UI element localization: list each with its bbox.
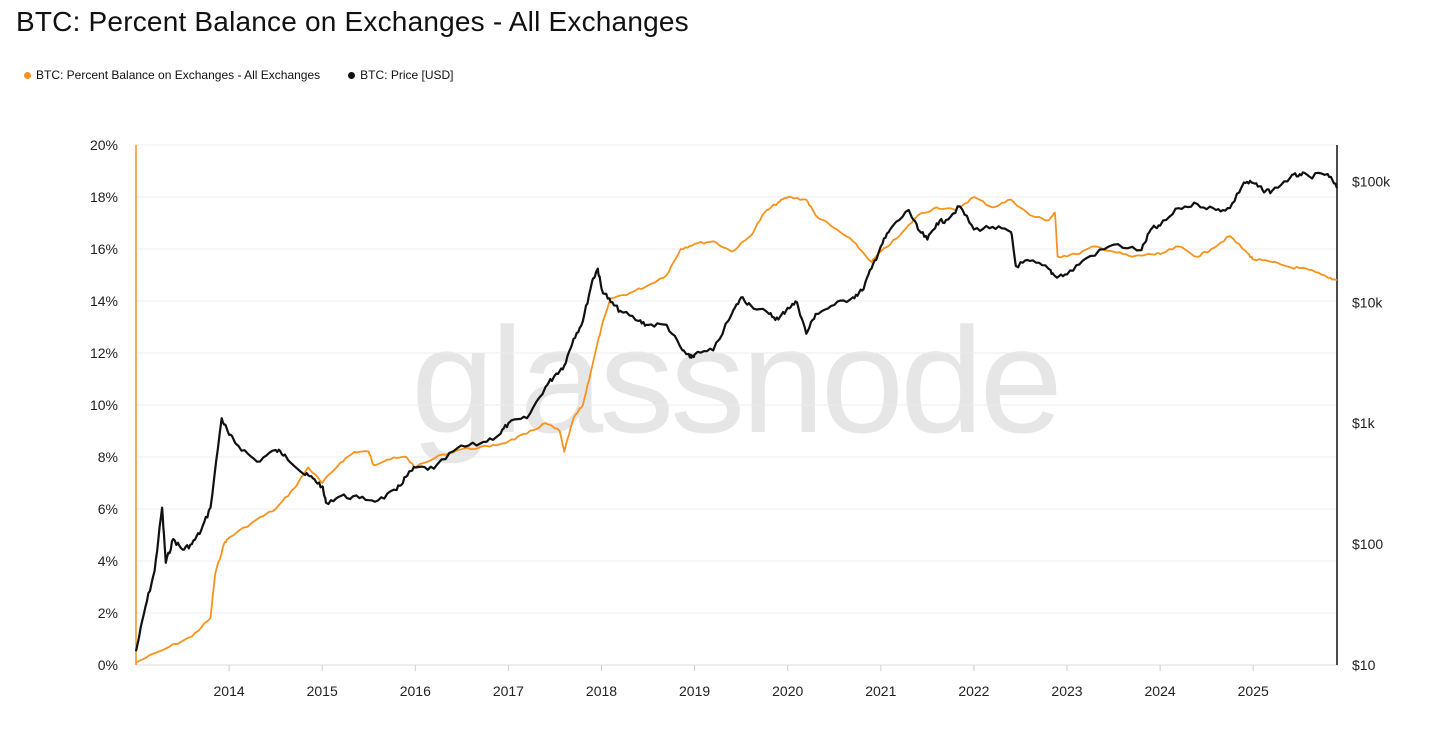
watermark: glassnode — [411, 296, 1059, 464]
x-tick-label: 2018 — [586, 683, 617, 699]
series-lines — [134, 171, 1339, 664]
x-tick-label: 2016 — [400, 683, 431, 699]
legend-dot-black-icon — [348, 71, 356, 79]
y-right-tick-label: $1k — [1352, 415, 1376, 431]
y-left-tick-label: 8% — [98, 449, 118, 465]
y-right-tick-label: $10 — [1352, 657, 1376, 673]
y-left-tick-label: 16% — [90, 241, 118, 257]
series-line-price[interactable] — [134, 171, 1339, 652]
legend-item-exchange-balance[interactable]: BTC: Percent Balance on Exchanges - All … — [24, 68, 320, 82]
x-tick-label: 2022 — [958, 683, 989, 699]
chart-legend: BTC: Percent Balance on Exchanges - All … — [24, 68, 454, 82]
y-left-tick-label: 6% — [98, 501, 118, 517]
x-tick-label: 2017 — [493, 683, 524, 699]
x-tick-label: 2023 — [1051, 683, 1082, 699]
y-left-tick-label: 0% — [98, 657, 118, 673]
x-tick-label: 2019 — [679, 683, 710, 699]
legend-item-price[interactable]: BTC: Price [USD] — [348, 68, 454, 82]
y-left-tick-label: 2% — [98, 605, 118, 621]
legend-dot-orange-icon — [24, 71, 31, 79]
x-tick-label: 2021 — [865, 683, 896, 699]
legend-label-exchange-balance: BTC: Percent Balance on Exchanges - All … — [36, 68, 321, 82]
x-tick-label: 2015 — [307, 683, 338, 699]
y-left-tick-label: 12% — [90, 345, 118, 361]
x-tick-label: 2024 — [1145, 683, 1176, 699]
x-tick-label: 2025 — [1238, 683, 1269, 699]
grid-lines — [136, 144, 1337, 666]
y-left-tick-label: 10% — [90, 397, 118, 413]
series-line-exchange-balance[interactable] — [135, 195, 1338, 664]
x-tick-label: 2014 — [214, 683, 245, 699]
y-right-tick-label: $100 — [1352, 536, 1383, 552]
y-left-tick-label: 20% — [90, 137, 118, 153]
x-tick-label: 2020 — [772, 683, 803, 699]
y-left-tick-label: 4% — [98, 553, 118, 569]
chart-title: BTC: Percent Balance on Exchanges - All … — [16, 6, 689, 37]
axes: 0% 2% 4% 6% 8% 10% 12% 14% 16% 18% 20% 2014 2015 2016… — [90, 137, 1391, 699]
legend-label-price: BTC: Price [USD] — [360, 68, 454, 82]
y-left-tick-label: 18% — [90, 189, 118, 205]
y-left-tick-label: 14% — [90, 293, 118, 309]
y-right-tick-label: $100k — [1352, 173, 1391, 189]
y-right-tick-label: $10k — [1352, 294, 1383, 310]
